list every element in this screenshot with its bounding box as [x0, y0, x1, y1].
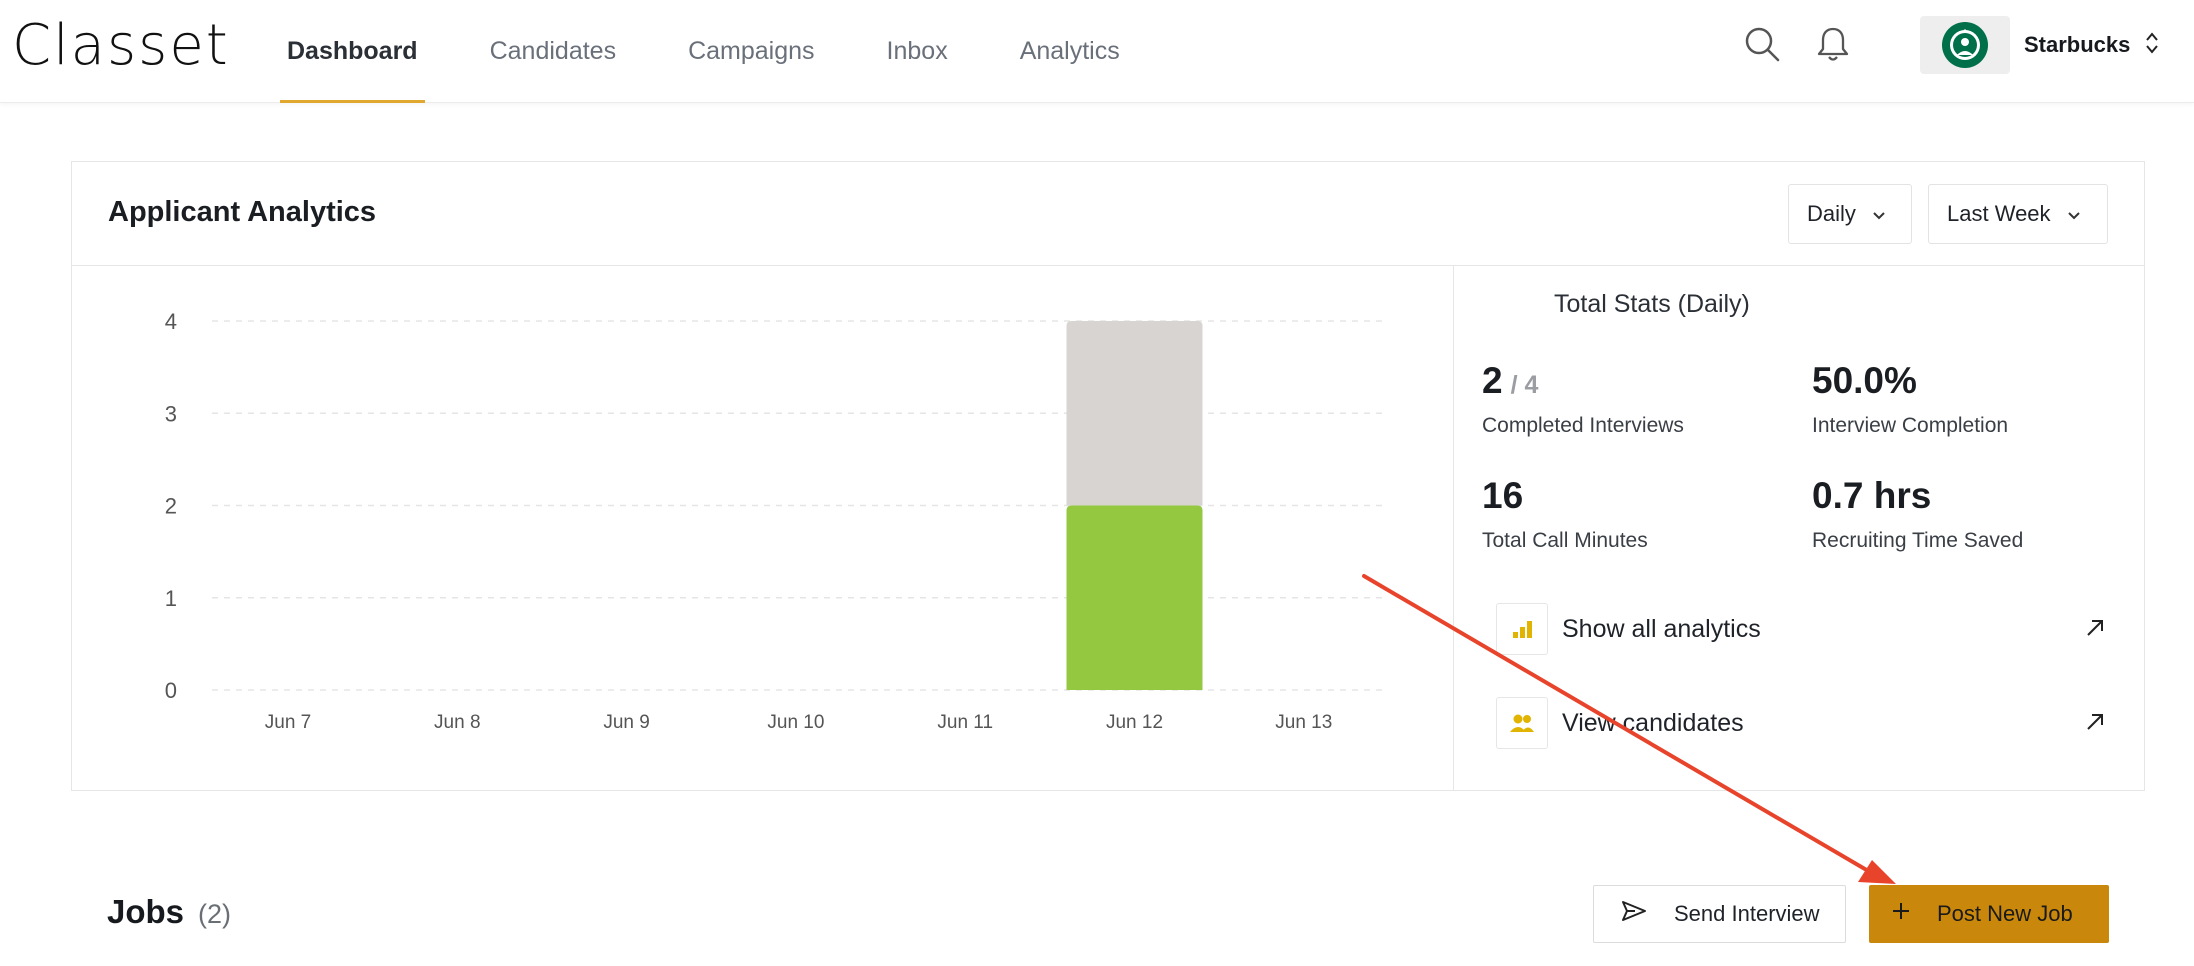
- nav-analytics[interactable]: Analytics: [1013, 0, 1127, 103]
- x-tick-label: Jun 7: [265, 712, 311, 733]
- show-all-analytics-label: Show all analytics: [1562, 614, 1761, 643]
- stat-label: Interview Completion: [1812, 414, 2009, 437]
- nav-inbox-label: Inbox: [886, 37, 948, 65]
- x-tick-label: Jun 12: [1106, 712, 1163, 733]
- bar-segment: [1066, 505, 1203, 690]
- arrow-up-right-icon: [2084, 711, 2106, 738]
- nav-dashboard[interactable]: Dashboard: [280, 0, 425, 103]
- chevron-down-icon: [2067, 201, 2081, 227]
- nav-candidates-label: Candidates: [489, 37, 617, 65]
- chart-svg: 0 1 2 3 4 Jun 7 Jun 8 Jun 9 Jun 10 Jun 11 Jun 12 Ju…: [165, 309, 1387, 733]
- send-interview-label: Send Interview: [1674, 901, 1820, 926]
- view-candidates-label: View candidates: [1562, 708, 1744, 737]
- users-icon: [1496, 697, 1548, 749]
- chevron-down-icon: [1872, 201, 1886, 227]
- stats-title: Total Stats (Daily): [1554, 290, 1750, 318]
- bar-segment: [1066, 321, 1203, 506]
- bar-chart-icon: [1496, 603, 1548, 655]
- stat-value: 50.0%: [1812, 360, 1917, 401]
- card-divider: [1453, 266, 1454, 791]
- nav-candidates[interactable]: Candidates: [483, 0, 623, 103]
- x-tick-label: Jun 9: [603, 712, 649, 733]
- main-nav: Dashboard Candidates Campaigns Inbox Ana…: [280, 0, 1185, 103]
- bell-icon[interactable]: [1811, 22, 1855, 66]
- granularity-select[interactable]: Daily: [1788, 184, 1912, 244]
- nav-dashboard-label: Dashboard: [287, 37, 418, 65]
- date-range-select-value: Last Week: [1947, 201, 2051, 226]
- jobs-title: Jobs: [107, 893, 185, 930]
- x-tick-label: Jun 13: [1275, 712, 1332, 733]
- org-switcher[interactable]: Starbucks: [1920, 16, 2160, 74]
- nav-campaigns[interactable]: Campaigns: [681, 0, 821, 103]
- starbucks-logo-icon: [1920, 16, 2010, 74]
- granularity-select-value: Daily: [1807, 201, 1856, 226]
- applicant-chart: 0 1 2 3 4 Jun 7 Jun 8 Jun 9 Jun 10 Jun 11 Jun 12 Ju…: [72, 266, 1453, 791]
- stat-label: Total Call Minutes: [1482, 529, 1648, 552]
- top-header: Classet Dashboard Candidates Campaigns I…: [0, 0, 2194, 103]
- stat-label: Recruiting Time Saved: [1812, 529, 2024, 552]
- nav-analytics-label: Analytics: [1019, 37, 1120, 65]
- stat-value: 0.7 hrs: [1812, 475, 1932, 516]
- classet-logo[interactable]: Classet: [12, 13, 230, 78]
- x-tick-label: Jun 11: [937, 712, 993, 733]
- send-interview-button[interactable]: Send Interview: [1593, 885, 1846, 943]
- y-tick-label: 2: [165, 494, 177, 519]
- stat-interview-completion: 50.0% Interview Completion: [1812, 360, 2008, 438]
- post-new-job-label: Post New Job: [1937, 901, 2073, 926]
- nav-inbox[interactable]: Inbox: [880, 0, 955, 103]
- stat-suffix: / 4: [1510, 371, 1539, 399]
- search-icon[interactable]: [1740, 22, 1784, 66]
- y-tick-label: 3: [165, 401, 177, 426]
- jobs-count: (2): [198, 899, 231, 929]
- stat-value: 2: [1482, 360, 1503, 401]
- card-header: Applicant Analytics Daily Last Week: [72, 162, 2144, 266]
- plus-icon: [1891, 901, 1911, 927]
- y-tick-label: 4: [165, 309, 177, 334]
- x-tick-label: Jun 8: [434, 712, 480, 733]
- send-icon: [1620, 899, 1648, 929]
- total-stats-panel: Total Stats (Daily): [1454, 266, 2144, 791]
- view-candidates-link[interactable]: View candidates: [1496, 697, 2106, 749]
- stat-completed-interviews: 2 / 4 Completed Interviews: [1482, 360, 1684, 438]
- date-range-select[interactable]: Last Week: [1928, 184, 2108, 244]
- stat-total-call-minutes: 16 Total Call Minutes: [1482, 475, 1648, 553]
- x-tick-label: Jun 10: [767, 712, 824, 733]
- y-tick-label: 0: [165, 678, 177, 703]
- org-name: Starbucks: [2024, 32, 2131, 57]
- stat-recruiting-time-saved: 0.7 hrs Recruiting Time Saved: [1812, 475, 2023, 553]
- card-title: Applicant Analytics: [108, 196, 377, 228]
- up-down-chevron-icon: [2144, 30, 2160, 61]
- show-all-analytics-link[interactable]: Show all analytics: [1496, 603, 2106, 655]
- stat-value: 16: [1482, 475, 1524, 516]
- nav-campaigns-label: Campaigns: [688, 37, 815, 65]
- y-tick-label: 1: [165, 586, 177, 611]
- post-new-job-button[interactable]: Post New Job: [1869, 885, 2109, 943]
- arrow-up-right-icon: [2084, 617, 2106, 644]
- stat-label: Completed Interviews: [1482, 414, 1684, 437]
